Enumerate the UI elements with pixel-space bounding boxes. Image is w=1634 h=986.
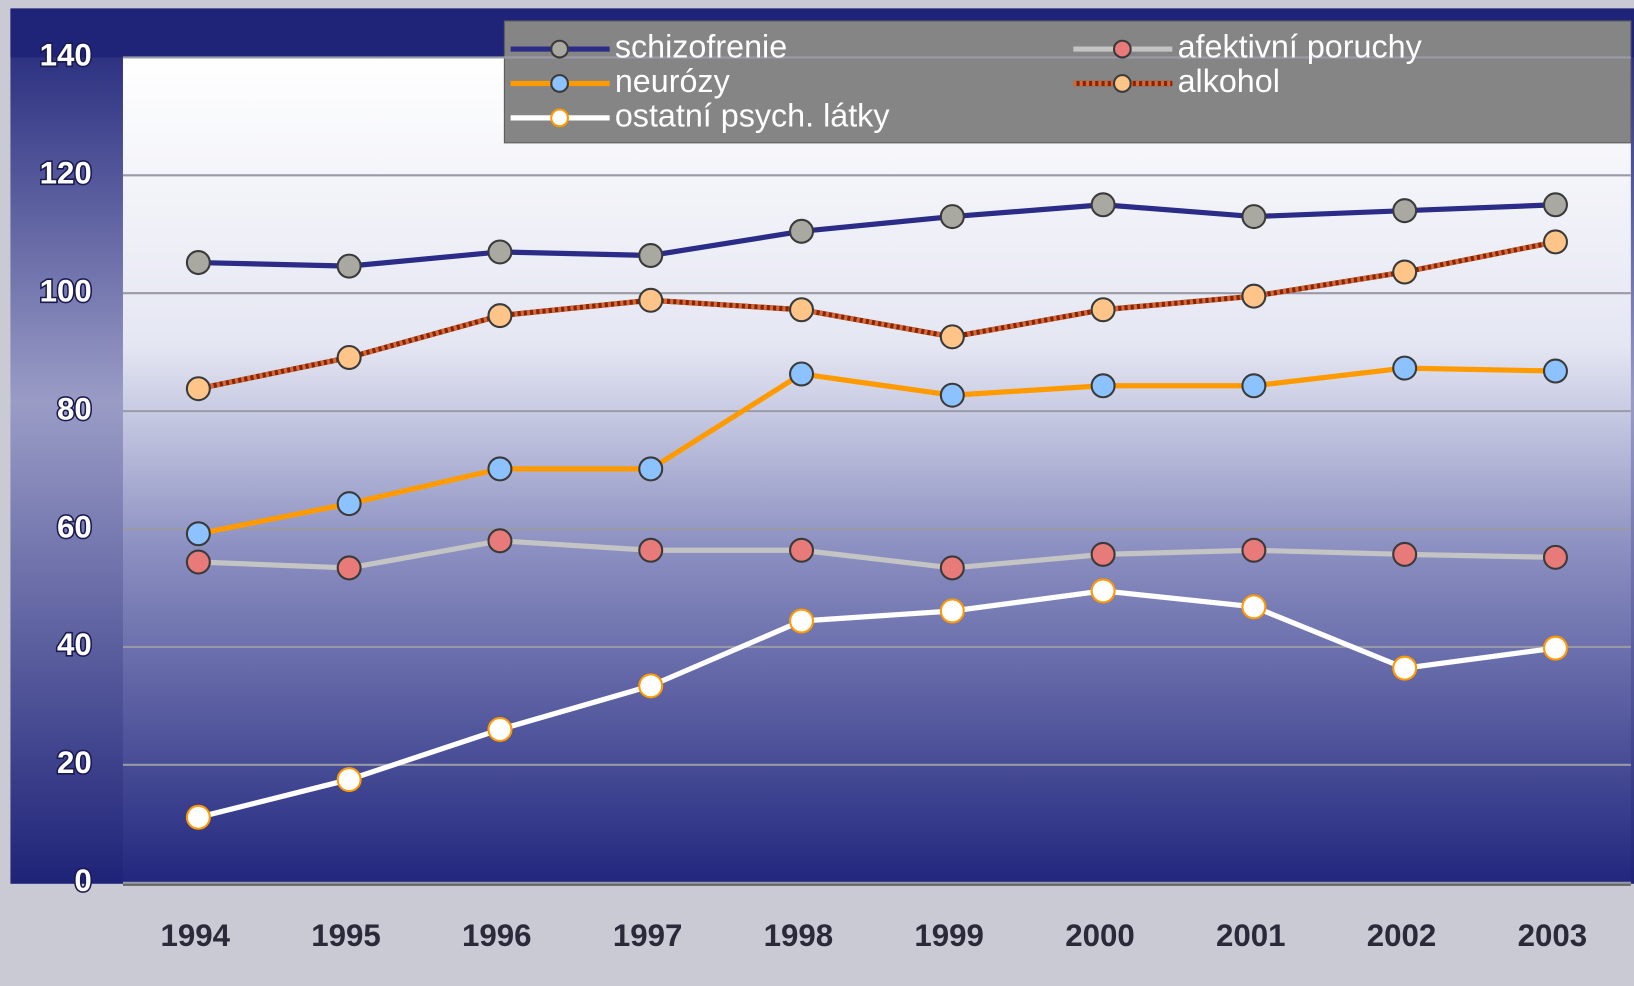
marker — [1392, 355, 1418, 381]
series-line — [197, 365, 1556, 537]
x-tick-label: 1995 — [311, 918, 381, 953]
x-tick-label: 1997 — [613, 918, 683, 953]
x-tick-label: 2003 — [1518, 918, 1588, 953]
series-line — [197, 239, 1556, 392]
y-tick-label: 140 — [40, 38, 92, 73]
legend-marker — [550, 74, 569, 93]
x-tick-label: 2002 — [1367, 918, 1437, 953]
marker — [638, 537, 664, 563]
marker — [939, 382, 965, 408]
y-tick-label: 20 — [57, 745, 92, 780]
marker — [1241, 537, 1267, 563]
marker — [487, 528, 513, 554]
marker — [939, 324, 965, 350]
x-tick-label: 2000 — [1065, 918, 1135, 953]
marker — [1542, 358, 1568, 384]
legend-label: alkohol — [1178, 63, 1280, 99]
marker — [1392, 541, 1418, 567]
marker — [185, 376, 211, 402]
marker — [789, 218, 815, 244]
marker — [1090, 373, 1116, 399]
marker — [1090, 297, 1116, 323]
marker — [1090, 578, 1116, 604]
marker — [487, 239, 513, 265]
marker — [336, 253, 362, 279]
series-line — [198, 538, 1556, 571]
marker — [336, 491, 362, 517]
series-line — [197, 588, 1556, 820]
marker — [185, 549, 211, 575]
legend-label: ostatní psych. látky — [615, 97, 891, 133]
marker — [185, 521, 211, 547]
marker — [185, 804, 211, 830]
marker — [487, 716, 513, 742]
y-tick-label: 40 — [57, 627, 92, 662]
y-tick-label: 80 — [57, 391, 92, 426]
legend-label: neurózy — [615, 63, 731, 99]
y-tick-label: 120 — [40, 156, 92, 191]
marker — [336, 555, 362, 581]
marker — [185, 250, 211, 276]
x-tick-label: 1994 — [160, 918, 230, 953]
legend-label: schizofrenie — [615, 29, 787, 65]
marker — [487, 303, 513, 329]
marker — [789, 297, 815, 323]
y-tick-label: 0 — [74, 863, 91, 898]
marker — [1392, 655, 1418, 681]
marker — [336, 344, 362, 370]
marker — [1542, 192, 1568, 218]
marker — [1542, 544, 1568, 570]
legend-marker — [550, 108, 569, 128]
marker — [487, 456, 513, 482]
marker — [789, 361, 815, 387]
marker — [1542, 635, 1568, 661]
legend — [503, 20, 1632, 144]
legend-marker — [1112, 39, 1132, 59]
y-tick-label: 60 — [57, 509, 92, 544]
x-tick-label: 1999 — [914, 918, 984, 953]
legend-marker — [550, 39, 569, 59]
marker — [1542, 229, 1568, 255]
marker — [789, 537, 815, 563]
plot-area — [122, 57, 1631, 883]
marker — [638, 673, 664, 699]
marker — [638, 287, 664, 313]
marker — [939, 598, 965, 624]
y-tick-label: 100 — [40, 273, 92, 308]
marker — [1241, 283, 1267, 309]
marker — [1241, 373, 1267, 399]
marker — [638, 456, 664, 482]
marker — [939, 204, 965, 230]
marker — [1090, 192, 1116, 218]
marker — [336, 767, 362, 793]
marker — [789, 608, 815, 634]
marker — [1392, 259, 1418, 285]
marker — [1090, 541, 1116, 567]
x-tick-label: 2001 — [1216, 918, 1286, 953]
marker — [638, 242, 664, 268]
marker — [1241, 204, 1267, 230]
x-tick-label: 1996 — [462, 918, 532, 953]
legend-label: afektivní poruchy — [1178, 29, 1423, 65]
marker — [939, 555, 965, 581]
legend-marker — [1112, 74, 1132, 93]
series-line — [198, 202, 1556, 269]
marker — [1241, 594, 1267, 620]
x-tick-label: 1998 — [764, 918, 834, 953]
marker — [1392, 198, 1418, 224]
